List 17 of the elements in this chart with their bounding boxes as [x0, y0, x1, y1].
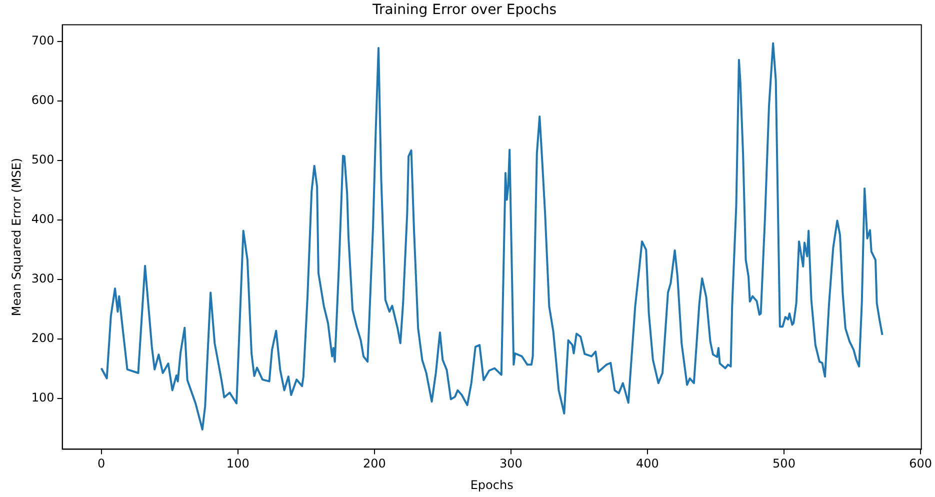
x-tick-label: 600 [909, 456, 932, 471]
x-tick-label: 300 [499, 456, 522, 471]
y-tick-label: 200 [31, 331, 54, 346]
y-axis-title: Mean Squared Error (MSE) [9, 158, 24, 316]
y-tick-label: 600 [31, 93, 54, 108]
x-tick-label: 200 [362, 456, 386, 471]
x-tick-label: 400 [636, 456, 659, 471]
y-tick-label: 100 [31, 390, 54, 405]
x-axis-title: Epochs [470, 478, 514, 492]
y-tick-label: 300 [31, 272, 54, 286]
y-tick-label: 500 [31, 152, 54, 167]
y-tick-label: 700 [31, 34, 54, 48]
x-tick-label: 100 [226, 456, 250, 471]
chart-title: Training Error over Epochs [371, 2, 557, 18]
y-tick-label: 400 [31, 212, 54, 226]
x-tick-label: 500 [772, 456, 796, 471]
x-tick-label: 0 [98, 456, 106, 471]
